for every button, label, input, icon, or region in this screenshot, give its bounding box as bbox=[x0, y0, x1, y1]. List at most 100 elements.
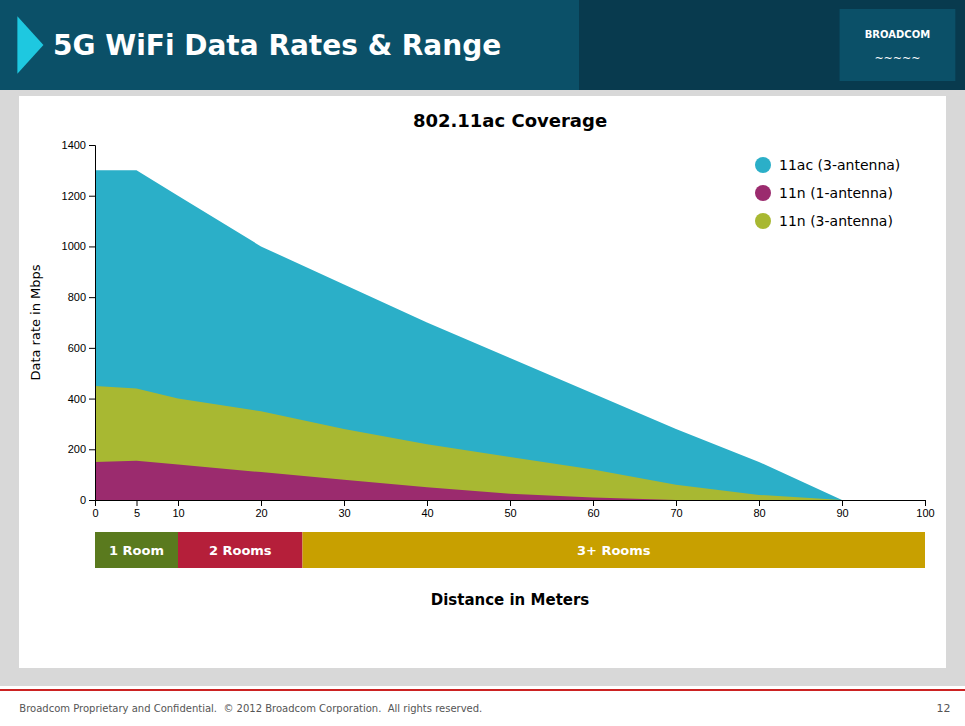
tick: 30 bbox=[338, 500, 350, 519]
legend-item: 11ac (3-antenna) bbox=[755, 157, 900, 173]
tick-mark bbox=[676, 500, 677, 506]
tick: 50 bbox=[504, 500, 516, 519]
plot: 0510203040506070809010002004006008001000… bbox=[62, 139, 935, 519]
tick: 20 bbox=[255, 500, 267, 519]
tick-mark bbox=[89, 449, 95, 450]
tick-mark bbox=[89, 246, 95, 247]
tick-label: 40 bbox=[421, 507, 433, 519]
tick-label: 5 bbox=[134, 507, 140, 519]
tick: 10 bbox=[172, 500, 184, 519]
room-bar: 1 Room 2 Rooms 3+ Rooms bbox=[95, 532, 925, 568]
tick-label: 0 bbox=[80, 494, 86, 506]
tick-label: 80 bbox=[753, 507, 765, 519]
bar bbox=[95, 532, 178, 568]
bar bbox=[178, 532, 303, 568]
tick-label: 50 bbox=[504, 507, 516, 519]
legend-swatch bbox=[755, 185, 771, 201]
legend-item: 11n (1-antenna) bbox=[755, 185, 893, 201]
header-title: 5G WiFi Data Rates & Range bbox=[53, 29, 501, 62]
axis-line bbox=[96, 501, 926, 507]
tick: 600 bbox=[68, 342, 95, 354]
tick: 40 bbox=[421, 500, 433, 519]
y-axis-label: Data rate in Mbps bbox=[28, 264, 43, 380]
tick-label: 600 bbox=[68, 342, 86, 354]
chart-title: 802.11ac Coverage bbox=[413, 110, 607, 131]
areas bbox=[95, 170, 925, 500]
axis-line bbox=[89, 146, 96, 501]
tick-mark bbox=[842, 500, 843, 506]
page-background bbox=[0, 0, 965, 726]
bar-label: 3+ Rooms bbox=[577, 543, 651, 558]
logo-mark: ~~~~~ bbox=[874, 52, 920, 65]
tick-mark bbox=[89, 500, 95, 501]
tick-mark bbox=[593, 500, 594, 506]
tick-label: 1400 bbox=[62, 139, 86, 151]
tick-label: 70 bbox=[670, 507, 682, 519]
page: 5G WiFi Data Rates & Range BROADCOM ~~~~~ 8… bbox=[0, 0, 965, 726]
area bbox=[95, 461, 925, 500]
header-accent bbox=[17, 16, 43, 74]
tick: 0 bbox=[92, 500, 98, 519]
header: 5G WiFi Data Rates & Range BROADCOM ~~~~~ bbox=[0, 0, 965, 90]
tick-label: 200 bbox=[68, 443, 86, 455]
tick: 1200 bbox=[62, 190, 95, 202]
legend-label: 11n (3-antenna) bbox=[779, 213, 893, 229]
logo-background bbox=[840, 9, 956, 81]
legend-label: 11ac (3-antenna) bbox=[779, 157, 900, 173]
area bbox=[95, 170, 925, 500]
tick: 70 bbox=[670, 500, 682, 519]
logo-text: BROADCOM bbox=[865, 29, 930, 40]
bar-label: 2 Rooms bbox=[209, 543, 272, 558]
room-segments bbox=[95, 532, 925, 568]
tick-mark bbox=[89, 297, 95, 298]
tick-label: 10 bbox=[172, 507, 184, 519]
x-axis: 0 5 10 20 30 40 50 60 70 80 90 100 bbox=[92, 500, 934, 519]
tick-mark bbox=[344, 500, 345, 506]
tick-mark bbox=[510, 500, 511, 506]
panel bbox=[19, 96, 946, 668]
tick-mark bbox=[89, 145, 95, 146]
tick-label: 90 bbox=[836, 507, 848, 519]
legend: 11ac (3-antenna) 11n (1-antenna) 11n (3-an… bbox=[755, 157, 900, 229]
legend-swatch bbox=[755, 213, 771, 229]
tick: 800 bbox=[68, 291, 95, 303]
tick-label: 400 bbox=[68, 393, 86, 405]
tick-mark bbox=[759, 500, 760, 506]
tick-label: 60 bbox=[587, 507, 599, 519]
tick-label: 0 bbox=[92, 507, 98, 519]
tick: 60 bbox=[587, 500, 599, 519]
tick-label: 1200 bbox=[62, 190, 86, 202]
tick-mark bbox=[89, 196, 95, 197]
tick-label: 1000 bbox=[62, 240, 86, 252]
tick-label: 800 bbox=[68, 291, 86, 303]
tick-mark bbox=[178, 500, 179, 506]
footer-background bbox=[0, 686, 965, 726]
tick: 80 bbox=[753, 500, 765, 519]
tick: 1000 bbox=[62, 240, 95, 252]
header-background-right bbox=[579, 0, 965, 90]
header-background bbox=[0, 0, 965, 90]
y-axis: 0 200 400 600 800 1000 1200 1400 bbox=[62, 139, 96, 506]
tick-mark bbox=[89, 348, 95, 349]
tick: 1400 bbox=[62, 139, 95, 151]
tick-mark bbox=[89, 399, 95, 400]
legend-swatch bbox=[755, 157, 771, 173]
bar-label: 1 Room bbox=[109, 543, 164, 558]
tick-label: 20 bbox=[255, 507, 267, 519]
tick: 90 bbox=[836, 500, 848, 519]
legend-label: 11n (1-antenna) bbox=[779, 185, 893, 201]
tick: 5 bbox=[134, 500, 140, 519]
tick: 0 bbox=[80, 494, 95, 506]
page-number: 12 bbox=[937, 702, 951, 715]
tick-mark bbox=[925, 500, 926, 506]
footer-rule bbox=[0, 689, 965, 691]
bar bbox=[303, 532, 926, 568]
x-axis-label: Distance in Meters bbox=[431, 591, 590, 609]
tick-mark bbox=[427, 500, 428, 506]
area bbox=[95, 386, 925, 500]
footer-text: Broadcom Proprietary and Confidential. ©… bbox=[19, 703, 482, 714]
tick-mark bbox=[261, 500, 262, 506]
tick: 200 bbox=[68, 443, 95, 455]
tick-label: 100 bbox=[916, 507, 934, 519]
tick-mark bbox=[137, 500, 138, 506]
